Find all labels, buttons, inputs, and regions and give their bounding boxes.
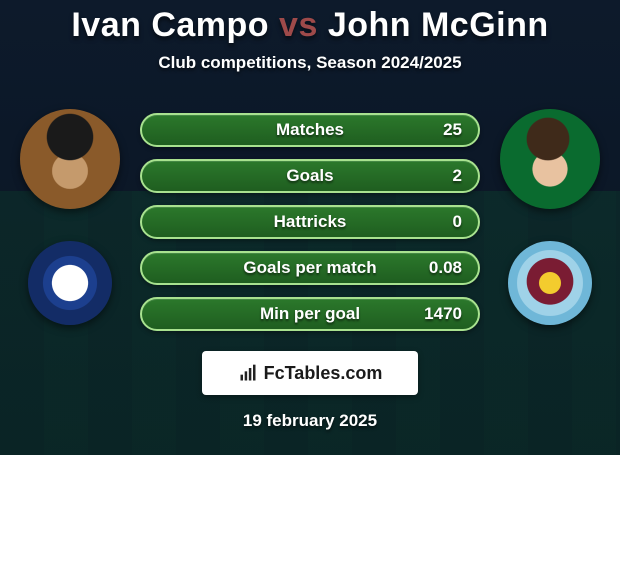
card-content: Ivan Campo vs John McGinn Club competiti… — [0, 0, 620, 431]
stat-right-value: 25 — [422, 120, 462, 140]
stat-row: Goals 2 — [140, 159, 480, 193]
stat-row: Matches 25 — [140, 113, 480, 147]
player2-avatar — [500, 109, 600, 209]
player1-avatar — [20, 109, 120, 209]
branding-text: FcTables.com — [264, 363, 383, 384]
stat-right-value: 0 — [422, 212, 462, 232]
title-player2: John McGinn — [328, 6, 549, 44]
branding-box: FcTables.com — [202, 351, 418, 395]
comparison-body: Matches 25 Goals 2 Hattricks 0 Goals per… — [0, 109, 620, 331]
title-vs: vs — [279, 6, 318, 44]
stat-row: Min per goal 1470 — [140, 297, 480, 331]
subtitle: Club competitions, Season 2024/2025 — [0, 53, 620, 73]
left-player-column — [18, 109, 122, 325]
comparison-card: Ivan Campo vs John McGinn Club competiti… — [0, 0, 620, 455]
player1-club-crest — [28, 241, 112, 325]
bar-chart-icon — [238, 363, 258, 383]
player2-club-crest — [508, 241, 592, 325]
page-whitespace — [0, 455, 620, 580]
stat-row: Goals per match 0.08 — [140, 251, 480, 285]
stat-row: Hattricks 0 — [140, 205, 480, 239]
stat-right-value: 1470 — [422, 304, 462, 324]
stat-right-value: 0.08 — [422, 258, 462, 278]
date-label: 19 february 2025 — [0, 411, 620, 431]
page-title: Ivan Campo vs John McGinn — [0, 6, 620, 45]
right-player-column — [498, 109, 602, 325]
title-player1: Ivan Campo — [71, 6, 269, 44]
stat-right-value: 2 — [422, 166, 462, 186]
stat-bars: Matches 25 Goals 2 Hattricks 0 Goals per… — [140, 113, 480, 331]
